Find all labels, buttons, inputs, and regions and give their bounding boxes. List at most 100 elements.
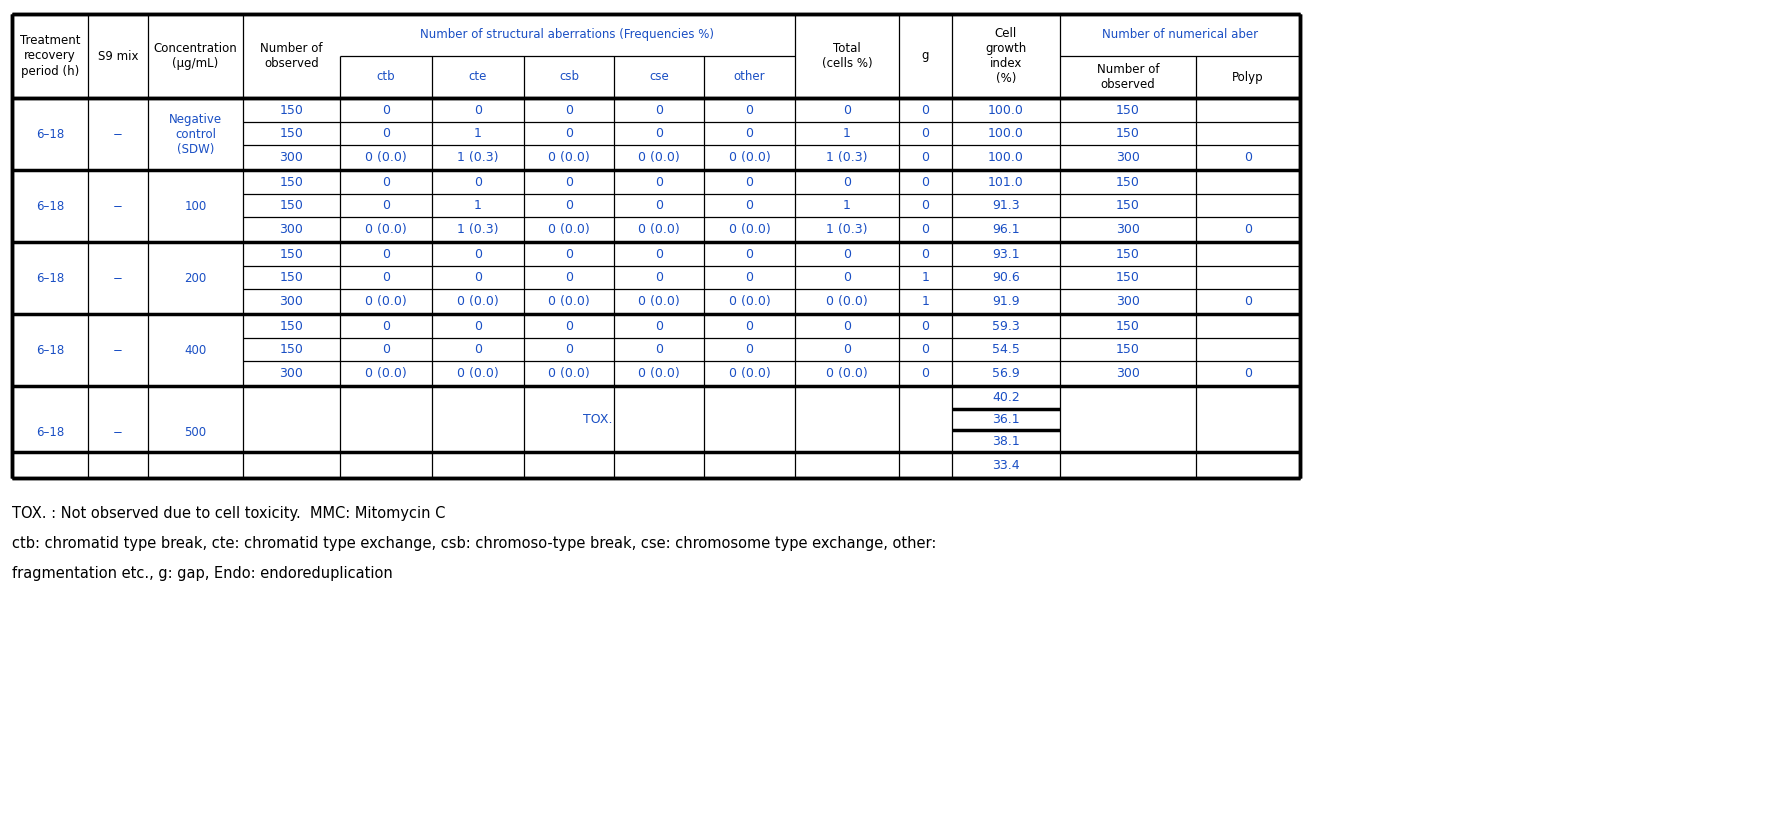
Text: Number of structural aberrations (Frequencies %): Number of structural aberrations (Freque… [420,28,714,41]
Text: 0: 0 [746,343,753,356]
Text: Treatment
recovery
period (h): Treatment recovery period (h) [19,34,80,77]
Text: other: other [734,71,766,84]
Text: 0: 0 [921,176,930,189]
Text: 1: 1 [921,271,930,284]
Text: 150: 150 [280,127,303,140]
Text: 0: 0 [565,127,572,140]
Text: 0: 0 [746,176,753,189]
Text: 150: 150 [280,343,303,356]
Text: 0: 0 [565,320,572,333]
Text: 0 (0.0): 0 (0.0) [638,151,680,164]
Text: cte: cte [470,71,487,84]
Text: 0: 0 [1244,151,1253,164]
Text: 0 (0.0): 0 (0.0) [728,295,771,308]
Text: 150: 150 [1116,343,1139,356]
Text: 0: 0 [565,199,572,212]
Text: 200: 200 [184,272,207,285]
Text: S9 mix: S9 mix [97,50,138,63]
Text: 0: 0 [383,343,390,356]
Text: 150: 150 [280,248,303,261]
Text: 0: 0 [473,248,482,261]
Text: 6–18: 6–18 [35,426,64,439]
Text: 0: 0 [921,104,930,117]
Text: 0 (0.0): 0 (0.0) [365,367,408,380]
Text: 150: 150 [1116,271,1139,284]
Text: 0: 0 [921,343,930,356]
Text: 0 (0.0): 0 (0.0) [728,223,771,236]
Text: 0 (0.0): 0 (0.0) [638,223,680,236]
Text: 150: 150 [280,199,303,212]
Text: Negative
control
(SDW): Negative control (SDW) [168,113,222,156]
Text: 150: 150 [1116,127,1139,140]
Text: 6–18: 6–18 [35,200,64,213]
Text: 100: 100 [184,200,207,213]
Text: 0: 0 [383,248,390,261]
Text: 6–18: 6–18 [35,344,64,357]
Text: 0: 0 [921,367,930,380]
Text: 90.6: 90.6 [992,271,1021,284]
Text: csb: csb [558,71,579,84]
Text: 0: 0 [383,104,390,117]
Text: TOX.: TOX. [583,413,613,426]
Text: 1: 1 [843,199,851,212]
Text: 0: 0 [746,127,753,140]
Text: ctb: ctb [377,71,395,84]
Text: 6–18: 6–18 [35,272,64,285]
Text: 0: 0 [565,176,572,189]
Text: 38.1: 38.1 [992,435,1021,448]
Text: 0: 0 [921,127,930,140]
Text: Number of
observed: Number of observed [1097,63,1159,91]
Text: 0: 0 [1244,367,1253,380]
Text: fragmentation etc., g: gap, Endo: endoreduplication: fragmentation etc., g: gap, Endo: endore… [12,566,393,581]
Text: 150: 150 [1116,176,1139,189]
Text: 0 (0.0): 0 (0.0) [365,295,408,308]
Text: 1 (0.3): 1 (0.3) [457,151,498,164]
Text: 150: 150 [1116,104,1139,117]
Text: 1 (0.3): 1 (0.3) [457,223,498,236]
Text: 0: 0 [473,104,482,117]
Text: Number of numerical aber: Number of numerical aber [1102,28,1258,41]
Text: TOX. : Not observed due to cell toxicity.  MMC: Mitomycin C: TOX. : Not observed due to cell toxicity… [12,506,445,521]
Text: 56.9: 56.9 [992,367,1021,380]
Text: 0: 0 [565,248,572,261]
Text: 96.1: 96.1 [992,223,1021,236]
Text: 0: 0 [843,343,851,356]
Text: −: − [113,272,122,285]
Text: 150: 150 [280,271,303,284]
Text: 0: 0 [746,199,753,212]
Text: 150: 150 [1116,320,1139,333]
Text: 0: 0 [921,223,930,236]
Text: 0 (0.0): 0 (0.0) [826,295,868,308]
Text: 1: 1 [843,127,851,140]
Text: 0: 0 [921,320,930,333]
Text: 0: 0 [921,248,930,261]
Text: 0 (0.0): 0 (0.0) [457,367,500,380]
Text: 100.0: 100.0 [989,104,1024,117]
Text: 0 (0.0): 0 (0.0) [728,367,771,380]
Text: 150: 150 [1116,248,1139,261]
Text: 300: 300 [1116,295,1139,308]
Text: cse: cse [649,71,668,84]
Text: Number of
observed: Number of observed [260,42,323,70]
Text: 0 (0.0): 0 (0.0) [457,295,500,308]
Text: 0: 0 [473,320,482,333]
Text: 0: 0 [921,199,930,212]
Text: 6–18: 6–18 [35,128,64,141]
Text: 0: 0 [656,271,663,284]
Text: 0: 0 [565,271,572,284]
Text: 91.3: 91.3 [992,199,1021,212]
Text: 0: 0 [1244,295,1253,308]
Text: 0 (0.0): 0 (0.0) [826,367,868,380]
Text: 33.4: 33.4 [992,459,1021,472]
Text: 59.3: 59.3 [992,320,1021,333]
Text: 0: 0 [656,199,663,212]
Text: 150: 150 [1116,199,1139,212]
Text: 300: 300 [280,223,303,236]
Text: 0: 0 [746,271,753,284]
Text: 0: 0 [383,199,390,212]
Text: 0: 0 [843,176,851,189]
Text: 100.0: 100.0 [989,151,1024,164]
Text: 0: 0 [565,343,572,356]
Text: 0: 0 [383,320,390,333]
Text: 1: 1 [475,199,482,212]
